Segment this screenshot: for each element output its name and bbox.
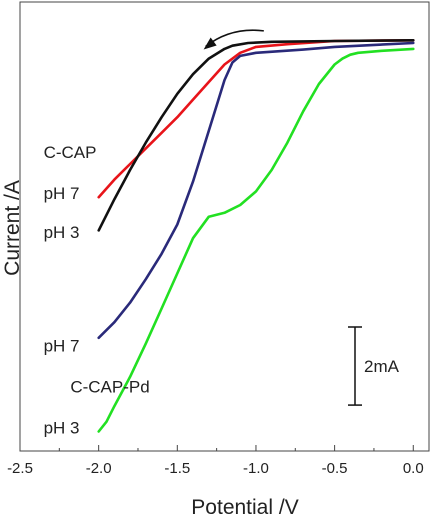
annotation-label: pH 3 xyxy=(44,418,80,437)
annotation-label: pH 3 xyxy=(44,223,80,242)
x-axis: -2.5 -2.0 -1.5 -1.0 -0.5 0.0 xyxy=(7,445,424,477)
series-layer xyxy=(97,39,415,433)
annotation-layer: C-CAP pH 7 pH 3 pH 7 C-CAP-Pd pH 3 xyxy=(44,143,150,437)
x-tick-label: -2.0 xyxy=(86,460,112,477)
x-tick-label: -0.5 xyxy=(322,460,348,477)
series-line-3 xyxy=(97,47,415,433)
series-line-1 xyxy=(97,39,415,232)
x-tick-label: 0.0 xyxy=(403,460,424,477)
x-tick-label: -2.5 xyxy=(7,460,33,477)
annotation-label: C-CAP xyxy=(44,143,97,162)
annotation-label: C-CAP-Pd xyxy=(70,377,149,396)
x-axis-title: Potential /V xyxy=(191,496,298,519)
x-tick-label: -1.0 xyxy=(243,460,269,477)
annotation-label: pH 7 xyxy=(44,336,80,355)
scale-bar-label: 2mA xyxy=(364,357,400,376)
x-tick-label: -1.5 xyxy=(164,460,190,477)
scan-direction-arrow xyxy=(203,29,264,50)
plot-frame xyxy=(19,1,430,452)
series-line-2 xyxy=(97,41,415,340)
arrow-head xyxy=(203,37,217,50)
scale-bar: 2mA xyxy=(348,326,400,406)
y-axis-title: Current /A xyxy=(1,180,24,276)
annotation-label: pH 7 xyxy=(44,184,80,203)
series-line-0 xyxy=(97,39,415,199)
